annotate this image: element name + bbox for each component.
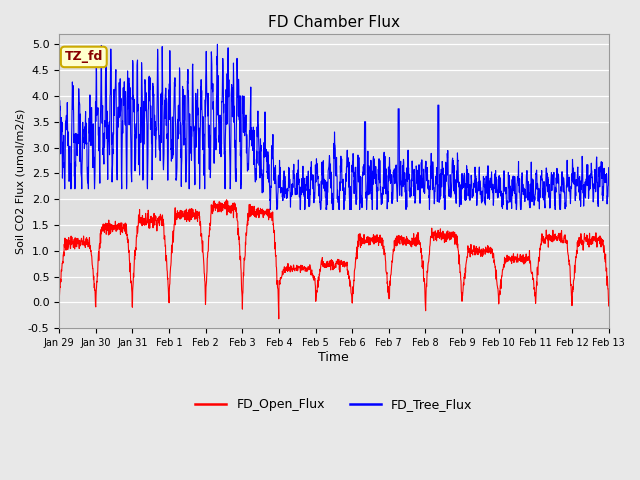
Line: FD_Open_Flux: FD_Open_Flux [59, 200, 609, 319]
Line: FD_Tree_Flux: FD_Tree_Flux [59, 44, 609, 209]
FD_Tree_Flux [350, 191, 358, 196]
FD_Tree_Flux [572, 193, 580, 199]
FD_Open_Flux [55, 294, 63, 300]
FD_Tree_Flux [362, 195, 370, 201]
FD_Open_Flux [275, 316, 283, 322]
Text: TZ_fd: TZ_fd [65, 50, 103, 63]
FD_Open_Flux [362, 237, 370, 243]
FD_Tree_Flux [557, 206, 564, 212]
FD_Tree_Flux [266, 206, 274, 212]
FD_Open_Flux [605, 303, 612, 309]
X-axis label: Time: Time [319, 351, 349, 364]
Y-axis label: Soil CO2 Flux (umol/m2/s): Soil CO2 Flux (umol/m2/s) [15, 108, 25, 254]
FD_Tree_Flux [55, 110, 63, 116]
FD_Tree_Flux [214, 41, 221, 47]
FD_Open_Flux [350, 278, 358, 284]
FD_Open_Flux [572, 255, 580, 261]
Title: FD Chamber Flux: FD Chamber Flux [268, 15, 400, 30]
FD_Open_Flux [494, 286, 502, 291]
FD_Open_Flux [223, 197, 230, 203]
Legend: FD_Open_Flux, FD_Tree_Flux: FD_Open_Flux, FD_Tree_Flux [190, 393, 477, 416]
FD_Tree_Flux [494, 190, 502, 195]
FD_Tree_Flux [209, 82, 216, 88]
FD_Tree_Flux [605, 165, 612, 170]
FD_Open_Flux [557, 230, 564, 236]
FD_Open_Flux [209, 211, 216, 216]
